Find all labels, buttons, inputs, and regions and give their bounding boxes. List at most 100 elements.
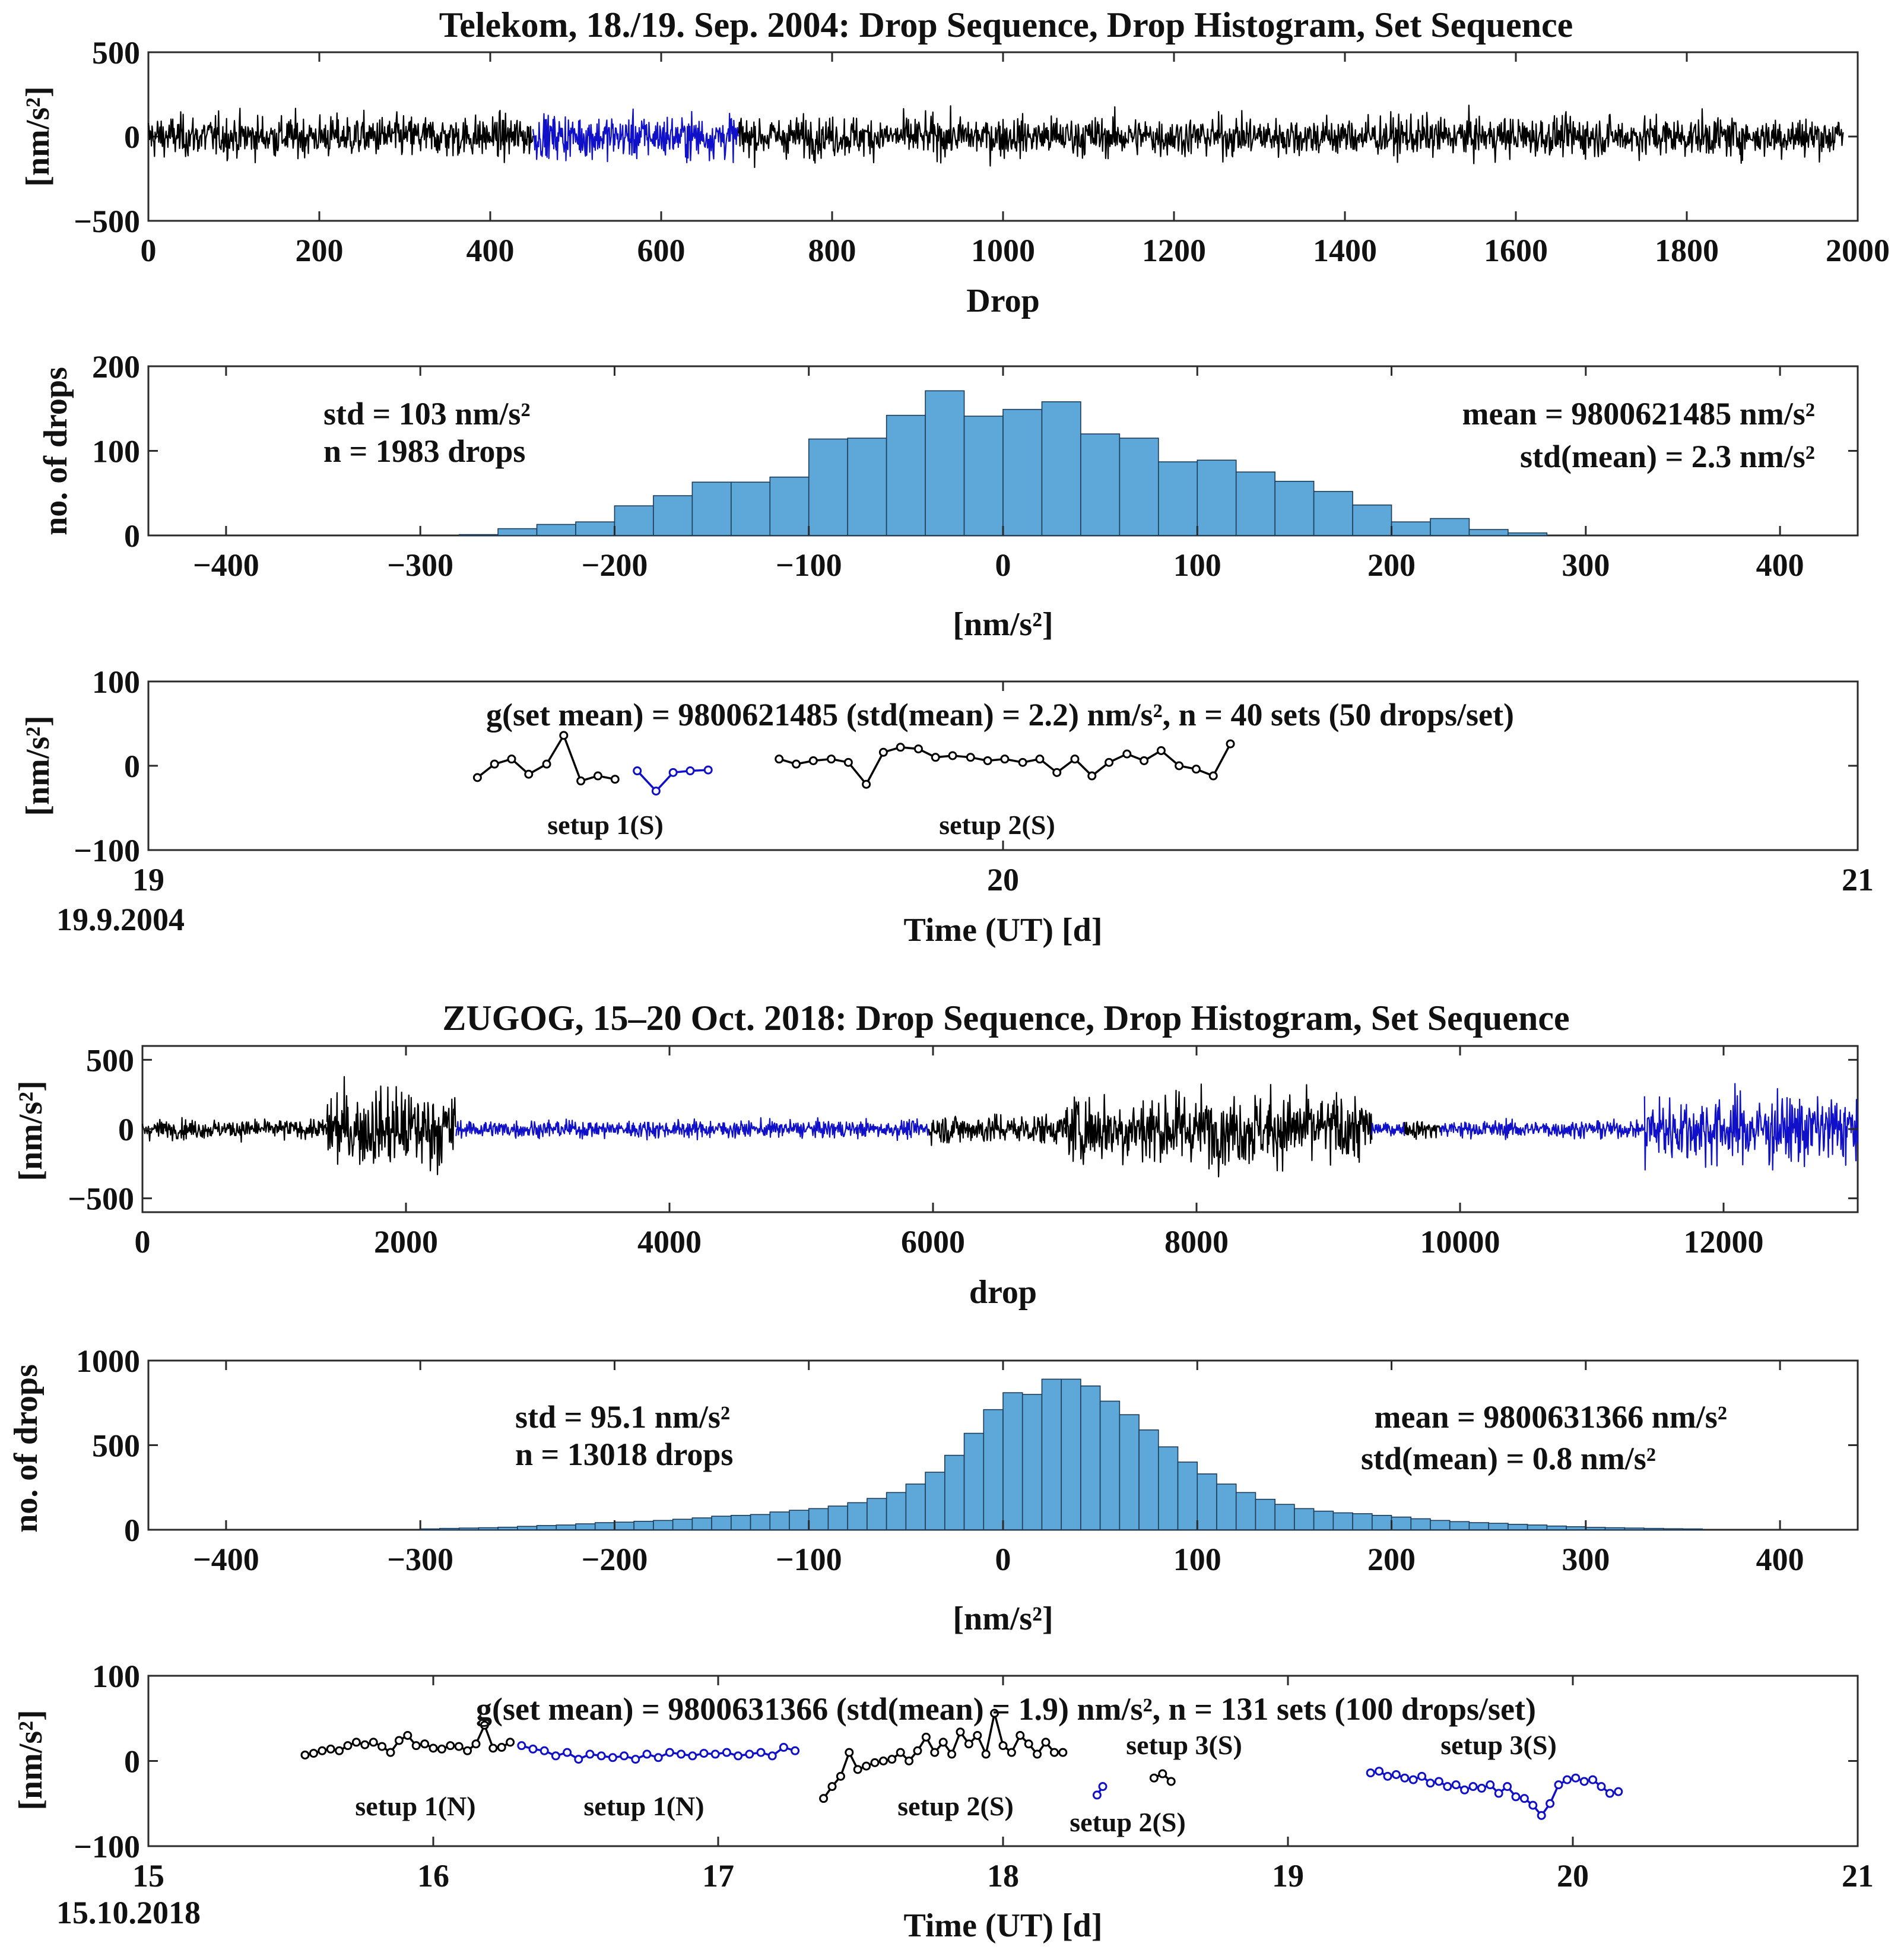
x-tick-label: 200 — [1367, 1542, 1416, 1577]
x-tick-label: −100 — [776, 1542, 842, 1577]
set-point — [947, 1749, 957, 1759]
set-point — [1537, 1811, 1546, 1820]
zugog-setup3s-label-a: setup 3(S) — [1126, 1730, 1242, 1760]
set-point — [1058, 1748, 1068, 1757]
histogram-bar — [1468, 1522, 1489, 1530]
histogram-bar — [1430, 1520, 1451, 1530]
zugog-drop-trace — [141, 1076, 1859, 1178]
y-tick-label: 100 — [92, 1659, 140, 1694]
set-point — [517, 1741, 526, 1751]
x-tick-label: 200 — [296, 233, 344, 268]
set-point — [827, 1782, 837, 1792]
telekom-hist-ticks: −400 −300 −200 −100 0 100 200 300 400 0 100 200 — [92, 349, 1858, 583]
set-point — [596, 1751, 606, 1761]
x-tick-label: 21 — [1842, 862, 1874, 898]
x-tick-label: 15 — [132, 1858, 164, 1894]
histogram-bar — [925, 390, 965, 536]
set-point — [1158, 1769, 1167, 1778]
set-point — [351, 1738, 361, 1747]
telekom-hist-bars — [458, 390, 1548, 536]
histogram-bar — [1235, 1492, 1256, 1530]
histogram-bar — [731, 481, 771, 536]
x-tick-label: 300 — [1562, 1542, 1610, 1577]
set-point — [1105, 757, 1114, 767]
histogram-bar — [1624, 1527, 1645, 1530]
histogram-bar — [963, 1432, 985, 1530]
histogram-bar — [925, 1472, 945, 1530]
x-tick-label: 2000 — [1826, 233, 1890, 268]
set-point — [913, 744, 923, 754]
set-point — [1149, 1773, 1159, 1783]
drop-trace-segment-0 — [141, 1117, 328, 1143]
set-point — [1122, 749, 1132, 759]
telekom-title: Telekom, 18./19. Sep. 2004: Drop Sequenc… — [439, 5, 1573, 45]
histogram-bar — [963, 416, 1004, 536]
set-point — [1000, 754, 1010, 764]
set-point — [593, 771, 602, 781]
zugog-sets-series — [300, 1708, 1623, 1820]
histogram-bar — [556, 1524, 576, 1530]
set-point — [446, 1741, 455, 1751]
histogram-bar — [1372, 1514, 1392, 1530]
histogram-bar — [1352, 504, 1392, 536]
set-point — [930, 1748, 940, 1757]
zugog-hist-bars — [420, 1378, 1703, 1530]
set-point — [524, 769, 534, 779]
set-point — [1579, 1777, 1589, 1786]
set-point — [1486, 1780, 1495, 1790]
set-point — [775, 754, 784, 764]
drop-trace-segment-6 — [1404, 1120, 1441, 1140]
zugog-sets-ticks: 15 16 17 18 19 20 21 −100 0 100 — [74, 1659, 1874, 1894]
set-point — [1226, 739, 1235, 749]
histogram-bar — [983, 1409, 1004, 1530]
set-point — [651, 787, 661, 796]
set-point — [1383, 1771, 1392, 1781]
x-tick-label: −200 — [582, 1542, 648, 1577]
histogram-bar — [691, 481, 732, 536]
set-point — [703, 765, 713, 775]
set-point — [862, 779, 871, 789]
histogram-bar — [420, 1528, 440, 1530]
histogram-bar — [1235, 471, 1275, 536]
set-point — [1571, 1773, 1581, 1783]
set-point — [420, 1739, 430, 1749]
set-point — [836, 1771, 845, 1781]
histogram-bar — [1216, 1483, 1237, 1530]
histogram-bar — [497, 528, 538, 536]
telekom-sets-ticks: 19 20 21 −100 0 100 — [74, 664, 1874, 898]
histogram-bar — [1566, 1526, 1586, 1530]
telekom-drop-ylabel: [nm/s²] — [20, 86, 56, 186]
histogram-bar — [1041, 401, 1081, 536]
set-point — [620, 1751, 629, 1761]
x-tick-label: −400 — [193, 1542, 259, 1577]
y-tick-label: −500 — [74, 204, 140, 239]
set-point — [845, 1748, 854, 1757]
set-point — [471, 1739, 481, 1749]
histogram-bar — [731, 1514, 751, 1530]
set-point — [576, 776, 586, 786]
y-tick-label: 100 — [92, 434, 140, 470]
zugog-setup3s-label-b: setup 3(S) — [1440, 1730, 1557, 1760]
set-point — [756, 1748, 766, 1757]
set-point — [1597, 1782, 1606, 1792]
drop-trace-segment-1 — [532, 108, 739, 164]
set-point — [1434, 1777, 1443, 1786]
histogram-bar — [594, 1522, 615, 1530]
telekom-hist-std: std = 103 nm/s² — [323, 396, 531, 432]
drop-trace-segment-5 — [1371, 1122, 1405, 1137]
zugog-hist-ticks: −400 −300 −200 −100 0 100 200 300 400 0 500 1000 — [76, 1343, 1858, 1577]
zugog-hist-std: std = 95.1 nm/s² — [515, 1399, 730, 1435]
set-point — [490, 759, 499, 769]
x-tick-label: 300 — [1562, 547, 1610, 583]
set-point — [981, 1749, 991, 1759]
set-point — [318, 1746, 327, 1755]
drop-trace-segment-3 — [928, 1113, 1066, 1146]
x-tick-label: 21 — [1842, 1858, 1874, 1894]
histogram-bar — [1158, 1446, 1179, 1530]
x-tick-label: 400 — [1756, 547, 1804, 583]
set-point — [488, 1743, 498, 1753]
zugog-hist-std-mean: std(mean) = 0.8 nm/s² — [1361, 1441, 1656, 1476]
x-tick-label: 0 — [135, 1224, 151, 1260]
zugog-sets-panel: 15 16 17 18 19 20 21 −100 0 100 — [74, 1659, 1874, 1894]
